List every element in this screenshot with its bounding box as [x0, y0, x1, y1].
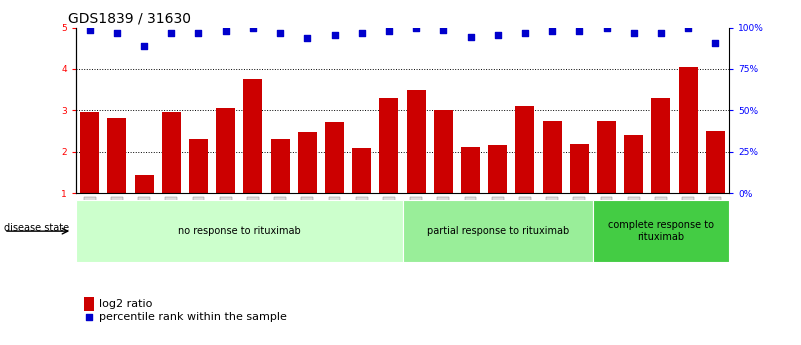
Bar	[651, 98, 670, 193]
Bar	[162, 112, 181, 193]
Point	[409, 26, 422, 31]
Point	[464, 34, 477, 39]
Bar	[271, 139, 290, 193]
Point	[192, 30, 205, 35]
Bar	[76, 200, 402, 262]
Bar	[678, 67, 698, 193]
Point	[654, 30, 667, 35]
Text: GDS1839 / 31630: GDS1839 / 31630	[68, 12, 191, 26]
Bar	[352, 148, 371, 193]
Text: no response to rituximab: no response to rituximab	[178, 226, 300, 236]
Bar	[325, 122, 344, 193]
Point	[518, 30, 531, 35]
Point	[627, 30, 640, 35]
Bar	[542, 121, 562, 193]
Point	[545, 28, 558, 34]
Bar	[298, 132, 317, 193]
Bar	[216, 108, 235, 193]
Bar	[402, 200, 593, 262]
Bar	[706, 131, 725, 193]
Point	[247, 26, 260, 31]
Bar	[624, 135, 643, 193]
Bar	[135, 175, 154, 193]
Point	[491, 32, 504, 38]
Bar	[515, 106, 534, 193]
Point	[328, 32, 341, 38]
Point	[573, 28, 586, 34]
Bar	[189, 139, 208, 193]
Bar	[80, 112, 99, 193]
Text: log2 ratio: log2 ratio	[99, 299, 152, 308]
Point	[356, 30, 368, 35]
Bar	[488, 145, 507, 193]
Point	[83, 315, 95, 320]
Point	[219, 28, 232, 34]
Bar	[570, 144, 589, 193]
Text: complete response to
rituximab: complete response to rituximab	[608, 220, 714, 242]
Text: partial response to rituximab: partial response to rituximab	[427, 226, 569, 236]
Point	[383, 28, 396, 34]
Point	[600, 26, 613, 31]
Point	[301, 35, 314, 41]
Bar	[407, 90, 425, 193]
Point	[437, 28, 449, 33]
Point	[165, 30, 178, 35]
Text: disease state: disease state	[4, 223, 69, 233]
Point	[111, 30, 123, 35]
Point	[682, 26, 694, 31]
Point	[138, 43, 151, 49]
Point	[274, 30, 287, 35]
Bar	[461, 147, 480, 193]
Bar	[434, 110, 453, 193]
Point	[709, 41, 722, 46]
Bar	[380, 98, 398, 193]
Bar	[107, 118, 127, 193]
Bar	[593, 200, 729, 262]
Bar	[597, 121, 616, 193]
Text: percentile rank within the sample: percentile rank within the sample	[99, 313, 287, 322]
Point	[83, 28, 96, 33]
Bar	[244, 79, 263, 193]
